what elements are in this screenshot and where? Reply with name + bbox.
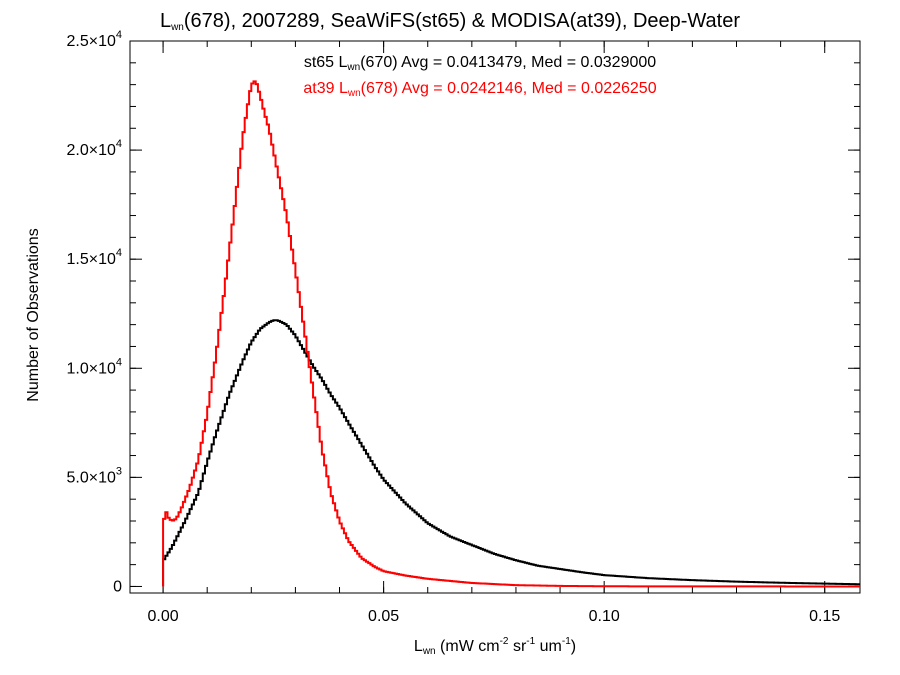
y-tick-mantissa: 1.0×10 <box>66 360 115 377</box>
legend-entry-st65: st65 Lwn(670) Avg = 0.0413479, Med = 0.0… <box>303 54 657 73</box>
series-group <box>162 80 860 588</box>
axis-tick-labels: 0.00 0.05 0.10 0.1505.0×1031.0×1041.5×1042.… <box>66 29 840 625</box>
x-tick-label: 0.10 <box>589 608 620 625</box>
plot-frame <box>129 40 861 594</box>
y-tick-label: 5.0×103 <box>66 465 122 486</box>
y-tick-label: 2.0×104 <box>66 138 122 159</box>
x-tick-label: 0.15 <box>809 608 840 625</box>
legend-entry-at39: at39 Lwn(678) Avg = 0.0242146, Med = 0.0… <box>303 80 657 99</box>
y-tick-exponent: 4 <box>116 29 122 41</box>
y-tick-mantissa: 2.5×10 <box>66 33 115 50</box>
y-tick-mantissa: 2.0×10 <box>66 142 115 159</box>
x-tick-label: 0.00 <box>148 608 179 625</box>
y-tick-mantissa: 0 <box>113 578 122 595</box>
y-tick-exponent: 4 <box>116 138 122 150</box>
series-st65-line <box>162 319 860 587</box>
x-tick-label: 0.05 <box>368 608 399 625</box>
y-tick-mantissa: 1.5×10 <box>66 251 115 268</box>
y-tick-label: 0 <box>113 578 122 595</box>
series-at39-line <box>162 80 860 588</box>
y-tick-label: 1.0×104 <box>66 356 122 377</box>
y-tick-mantissa: 5.0×10 <box>66 469 115 486</box>
y-tick-exponent: 3 <box>116 465 122 477</box>
y-tick-exponent: 4 <box>116 247 122 259</box>
y-tick-exponent: 4 <box>116 356 122 368</box>
y-tick-label: 2.5×104 <box>66 29 122 50</box>
x-axis-label: Lwn (mW cm-2 sr-1 um-1) <box>413 636 577 657</box>
y-tick-label: 1.5×104 <box>66 247 122 268</box>
axis-ticks <box>130 40 860 593</box>
y-axis-label: Number of Observations <box>25 228 42 402</box>
chart-title: Lwn(678), 2007289, SeaWiFS(st65) & MODIS… <box>159 10 741 33</box>
